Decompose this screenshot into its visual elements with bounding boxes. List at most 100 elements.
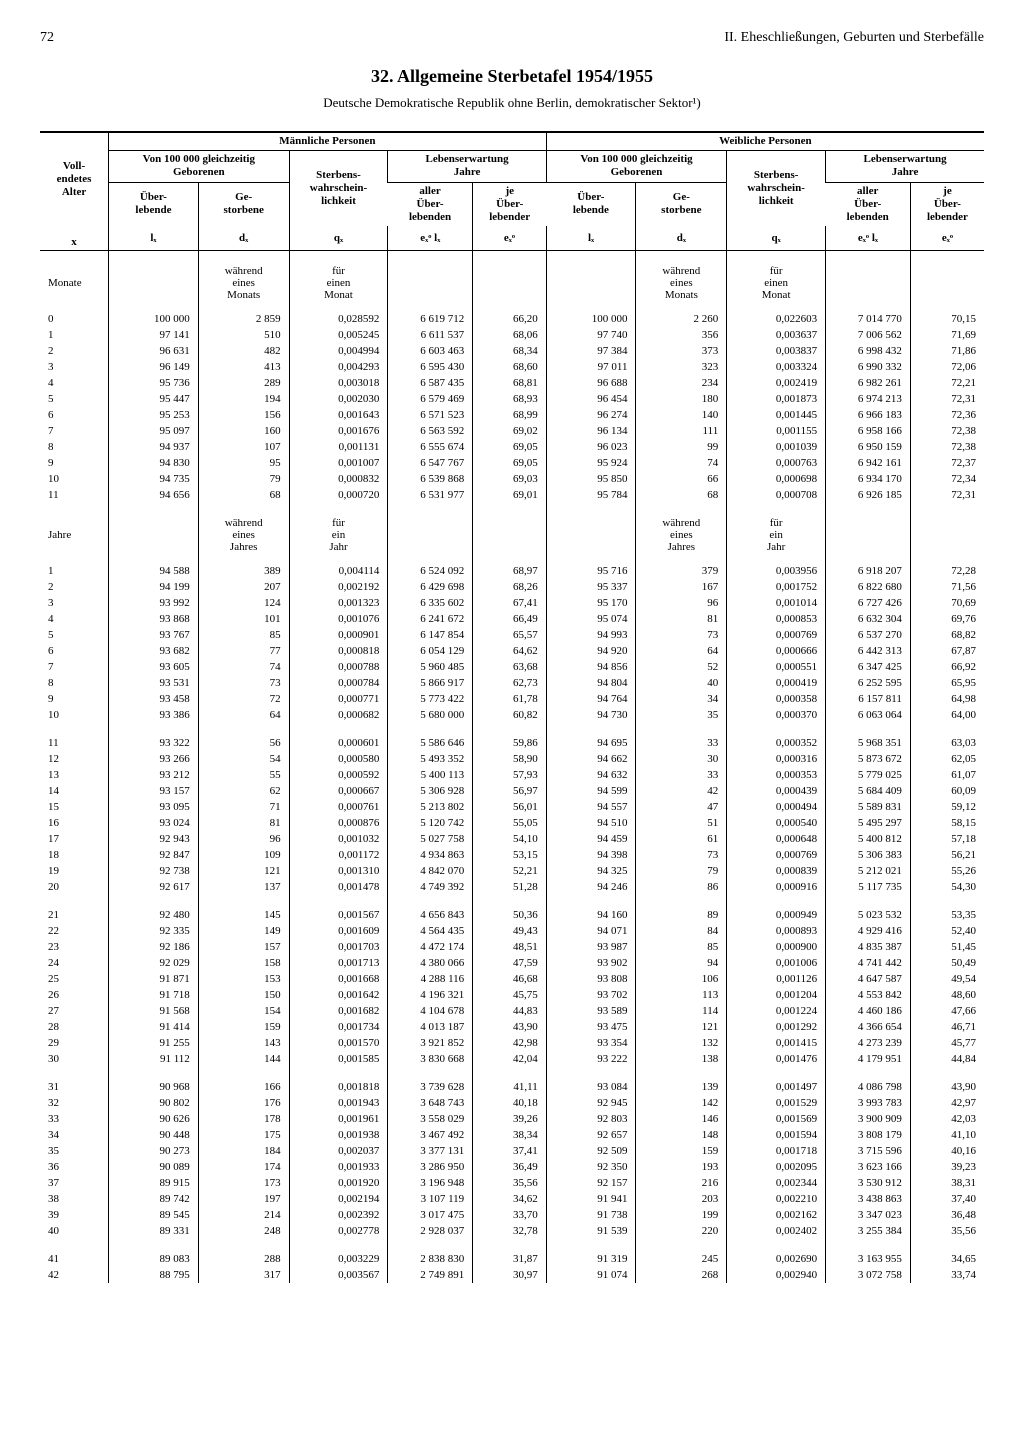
cell: 5 495 297 — [826, 815, 911, 831]
cell: 0,000353 — [727, 767, 826, 783]
cell: 95 074 — [546, 611, 636, 627]
cell: 52 — [636, 659, 727, 675]
cell: 5 773 422 — [388, 691, 473, 707]
cell: 4 647 587 — [826, 971, 911, 987]
cell: 0,001032 — [289, 831, 388, 847]
cell: 90 968 — [109, 1067, 199, 1095]
cell: 158 — [198, 955, 289, 971]
cell: 34 — [40, 1127, 109, 1143]
cell: 50,49 — [910, 955, 984, 971]
cell: 0,001292 — [727, 1019, 826, 1035]
col-prob-m: Sterbens-wahrschein-lichkeit — [289, 151, 388, 226]
cell: 6 822 680 — [826, 579, 911, 595]
cell: 30 — [636, 751, 727, 767]
cell: 0,002192 — [289, 579, 388, 595]
cell: 4 842 070 — [388, 863, 473, 879]
cell: 95 716 — [546, 563, 636, 579]
cell: 0,000698 — [727, 471, 826, 487]
cell: 96 134 — [546, 423, 636, 439]
cell: 93 386 — [109, 707, 199, 723]
cell: 31,87 — [473, 1239, 547, 1267]
cell: 0,002030 — [289, 391, 388, 407]
cell: 65,95 — [910, 675, 984, 691]
cell: 140 — [636, 407, 727, 423]
cell: 184 — [198, 1143, 289, 1159]
table-row: 2192 4801450,0015674 656 84350,3694 1608… — [40, 895, 984, 923]
cell: 0,000601 — [289, 723, 388, 751]
cell: 216 — [636, 1175, 727, 1191]
cell: 124 — [198, 595, 289, 611]
sym-lx-f: lₓ — [546, 226, 636, 251]
cell: 0,001873 — [727, 391, 826, 407]
cell: 4 — [40, 375, 109, 391]
cell: 5 — [40, 627, 109, 643]
cell: 101 — [198, 611, 289, 627]
table-row: 1693 024810,0008765 120 74255,0594 51051… — [40, 815, 984, 831]
table-row: 3091 1121440,0015853 830 66842,0493 2221… — [40, 1051, 984, 1067]
table-row: 3889 7421970,0021943 107 11934,6291 9412… — [40, 1191, 984, 1207]
sub-header-cell — [388, 251, 473, 312]
cell: 30 — [40, 1051, 109, 1067]
cell: 9 — [40, 455, 109, 471]
table-row: 1493 157620,0006675 306 92856,9794 59942… — [40, 783, 984, 799]
cell: 94 160 — [546, 895, 636, 923]
table-row: 2292 3351490,0016094 564 43549,4394 0718… — [40, 923, 984, 939]
cell: 70,69 — [910, 595, 984, 611]
cell: 56,97 — [473, 783, 547, 799]
cell: 95 — [198, 455, 289, 471]
cell: 0,002095 — [727, 1159, 826, 1175]
cell: 96 149 — [109, 359, 199, 375]
cell: 6 — [40, 407, 109, 423]
cell: 53,35 — [910, 895, 984, 923]
cell: 62,73 — [473, 675, 547, 691]
cell: 0,000876 — [289, 815, 388, 831]
cell: 93 458 — [109, 691, 199, 707]
cell: 6 555 674 — [388, 439, 473, 455]
cell: 54 — [198, 751, 289, 767]
cell: 92 657 — [546, 1127, 636, 1143]
cell: 6 241 672 — [388, 611, 473, 627]
cell: 40,16 — [910, 1143, 984, 1159]
cell: 64 — [198, 707, 289, 723]
cell: 95 850 — [546, 471, 636, 487]
cell: 95 337 — [546, 579, 636, 595]
cell: 197 — [198, 1191, 289, 1207]
cell: 0,001585 — [289, 1051, 388, 1067]
cell: 7 — [40, 659, 109, 675]
cell: 94 071 — [546, 923, 636, 939]
cell: 137 — [198, 879, 289, 895]
col-female: Weibliche Personen — [546, 132, 984, 151]
cell: 66,20 — [473, 311, 547, 327]
cell: 2 928 037 — [388, 1223, 473, 1239]
cell: 58,90 — [473, 751, 547, 767]
cell: 93 212 — [109, 767, 199, 783]
cell: 55,26 — [910, 863, 984, 879]
cell: 94 735 — [109, 471, 199, 487]
cell: 6 524 092 — [388, 563, 473, 579]
cell: 91 414 — [109, 1019, 199, 1035]
table-row: 2392 1861570,0017034 472 17448,5193 9878… — [40, 939, 984, 955]
cell: 142 — [636, 1095, 727, 1111]
cell: 94 937 — [109, 439, 199, 455]
cell: 4 929 416 — [826, 923, 911, 939]
cell: 91 871 — [109, 971, 199, 987]
cell: 0,001323 — [289, 595, 388, 611]
cell: 33,70 — [473, 1207, 547, 1223]
cell: 15 — [40, 799, 109, 815]
table-row: 3390 6261780,0019613 558 02939,2692 8031… — [40, 1111, 984, 1127]
cell: 99 — [636, 439, 727, 455]
cell: 6 926 185 — [826, 487, 911, 503]
cell: 153 — [198, 971, 289, 987]
cell: 68,93 — [473, 391, 547, 407]
cell: 12 — [40, 751, 109, 767]
cell: 0,000682 — [289, 707, 388, 723]
cell: 63,03 — [910, 723, 984, 751]
cell: 42 — [40, 1267, 109, 1283]
cell: 93 605 — [109, 659, 199, 675]
cell: 0,002162 — [727, 1207, 826, 1223]
cell: 42,04 — [473, 1051, 547, 1067]
cell: 72,06 — [910, 359, 984, 375]
cell: 2 260 — [636, 311, 727, 327]
cell: 245 — [636, 1239, 727, 1267]
cell: 0,000853 — [727, 611, 826, 627]
